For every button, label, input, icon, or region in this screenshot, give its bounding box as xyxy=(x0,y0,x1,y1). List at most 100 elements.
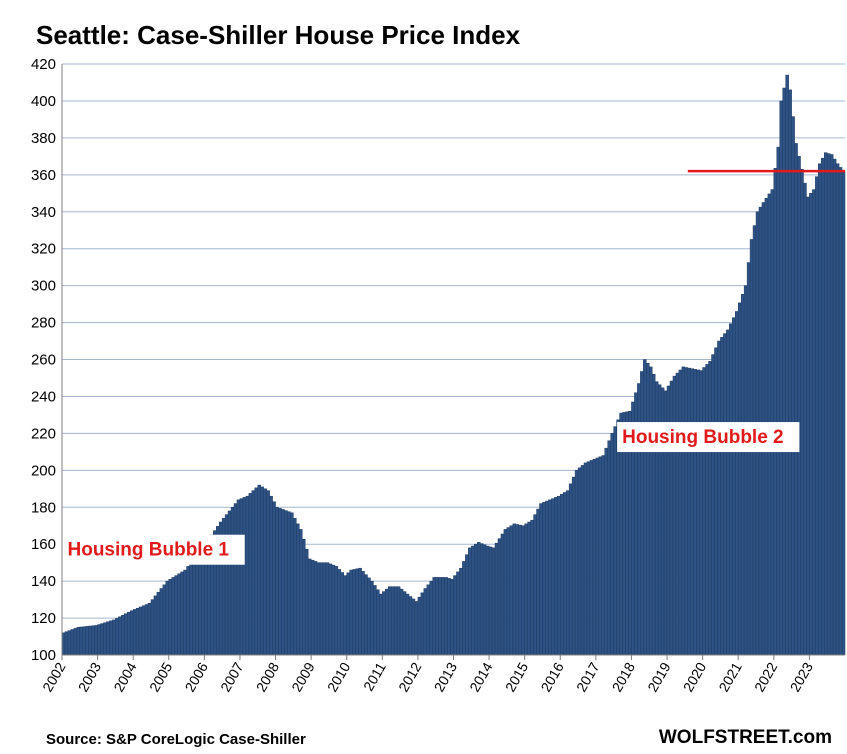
bar xyxy=(800,169,804,656)
bar xyxy=(503,529,508,656)
bar xyxy=(106,621,110,656)
bar xyxy=(183,569,187,656)
bar xyxy=(73,628,78,656)
bar xyxy=(260,486,264,656)
y-tick-label: 200 xyxy=(31,462,56,479)
bar xyxy=(248,493,253,656)
bar xyxy=(557,495,561,656)
bar xyxy=(82,626,86,656)
bar xyxy=(601,455,606,656)
bar xyxy=(319,562,324,656)
bar xyxy=(708,361,712,656)
y-tick-label: 100 xyxy=(31,647,56,664)
x-tick-label: 2023 xyxy=(787,659,817,694)
bar xyxy=(462,561,466,656)
bar xyxy=(287,511,291,656)
bar xyxy=(331,564,336,656)
bar xyxy=(571,476,576,656)
bar xyxy=(144,604,149,656)
bar xyxy=(806,196,810,656)
bar xyxy=(687,367,692,656)
bar xyxy=(346,572,350,656)
bar xyxy=(554,497,558,656)
bar xyxy=(447,578,451,656)
x-tick-label: 2005 xyxy=(146,659,176,694)
bar xyxy=(112,619,116,656)
bar xyxy=(251,490,256,656)
x-tick-label: 2020 xyxy=(680,659,710,694)
bar xyxy=(337,569,342,656)
bar xyxy=(358,567,362,656)
bar xyxy=(103,622,107,656)
bar xyxy=(420,592,425,656)
bar xyxy=(284,510,288,656)
bar xyxy=(530,519,534,656)
y-tick-label: 180 xyxy=(31,499,56,516)
bar xyxy=(488,546,493,656)
bar xyxy=(263,488,267,656)
bar xyxy=(595,457,600,656)
bar xyxy=(491,547,496,656)
bar xyxy=(310,559,315,656)
bar xyxy=(812,189,816,656)
bar xyxy=(818,163,822,656)
bar xyxy=(821,157,825,656)
bar xyxy=(388,586,392,656)
bar xyxy=(607,440,611,656)
bar xyxy=(198,551,202,656)
bar xyxy=(521,525,525,656)
bar xyxy=(568,483,573,656)
bar xyxy=(681,366,686,656)
bar xyxy=(711,354,715,656)
x-tick-label: 2010 xyxy=(324,659,354,694)
x-tick-label: 2014 xyxy=(466,659,496,694)
bar xyxy=(779,100,783,656)
bar xyxy=(497,538,502,656)
bar xyxy=(227,510,232,656)
bar xyxy=(829,154,834,656)
overlay: Housing Bubble 1 Housing Bubble 2 xyxy=(62,169,845,565)
bar xyxy=(565,490,570,656)
bar xyxy=(79,626,84,656)
bar xyxy=(100,623,104,656)
bar xyxy=(536,508,540,656)
bar-series xyxy=(61,74,846,656)
bar xyxy=(815,176,819,656)
bar xyxy=(776,146,781,656)
bar xyxy=(545,500,549,656)
bar xyxy=(583,462,588,656)
bar xyxy=(239,498,244,656)
bar xyxy=(162,584,167,656)
bar xyxy=(64,631,69,656)
bar xyxy=(70,629,75,656)
bar xyxy=(794,143,798,656)
bar xyxy=(506,527,511,656)
bar xyxy=(76,627,81,656)
bar xyxy=(598,456,603,656)
bar xyxy=(177,573,181,656)
bar xyxy=(236,499,241,656)
bar xyxy=(518,524,522,656)
bar xyxy=(515,524,520,656)
bar xyxy=(91,625,95,656)
bar xyxy=(441,577,445,656)
x-tick-label: 2015 xyxy=(502,659,532,694)
x-tick-label: 2019 xyxy=(644,659,674,694)
bar xyxy=(370,580,374,656)
bar xyxy=(396,586,401,656)
bar xyxy=(705,364,709,656)
bar xyxy=(788,89,792,656)
y-tick-label: 380 xyxy=(31,130,56,147)
bar xyxy=(379,593,383,656)
chart-title: Seattle: Case-Shiller House Price Index xyxy=(36,20,521,50)
bar xyxy=(408,596,413,656)
bar xyxy=(838,167,843,656)
bar xyxy=(651,374,656,656)
bar xyxy=(562,492,567,656)
bar xyxy=(732,317,736,656)
bar xyxy=(402,591,407,656)
bar xyxy=(797,156,801,656)
y-tick-label: 120 xyxy=(31,610,56,627)
x-tick-label: 2013 xyxy=(431,659,461,694)
bar xyxy=(542,502,546,656)
